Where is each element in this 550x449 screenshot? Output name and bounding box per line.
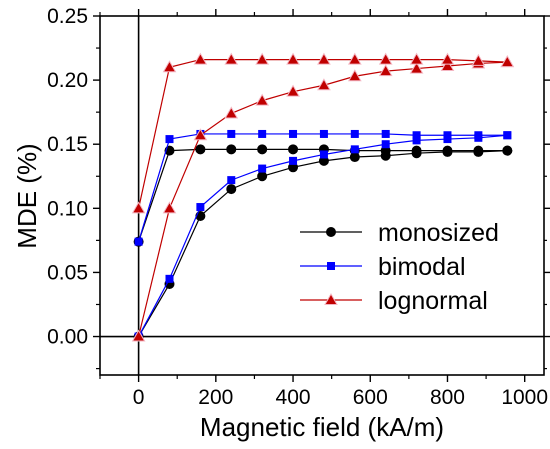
x-tick-label: 0: [133, 386, 145, 409]
data-point-monosized: [502, 145, 513, 156]
series-monosized: [133, 144, 513, 342]
data-point-lognormal: [131, 329, 146, 342]
data-point-monosized: [226, 184, 237, 195]
data-point-bimodal: [319, 150, 328, 159]
data-point-lognormal: [471, 53, 486, 66]
axis-ticks: [93, 9, 550, 382]
x-tick-label: 200: [198, 386, 233, 409]
data-point-monosized: [257, 171, 268, 182]
y-tick-label: 0.10: [47, 197, 88, 220]
y-tick-label: 0.25: [47, 5, 88, 28]
series-lognormal: [131, 52, 515, 342]
x-tick-label: 600: [353, 386, 388, 409]
data-point-lognormal: [378, 64, 393, 77]
data-point-lognormal: [409, 52, 424, 65]
data-point-lognormal: [378, 52, 393, 65]
x-tick-label: 1000: [501, 386, 548, 409]
data-point-lognormal: [347, 69, 362, 82]
legend-item-lognormal: lognormal: [300, 287, 488, 315]
legend-marker: [327, 262, 335, 270]
data-point-monosized: [195, 144, 206, 155]
data-point-lognormal: [224, 52, 239, 65]
data-point-lognormal: [131, 201, 146, 214]
data-point-bimodal: [350, 145, 359, 154]
data-point-monosized: [411, 145, 422, 156]
data-point-lognormal: [286, 84, 300, 97]
data-point-bimodal: [196, 203, 205, 212]
data-point-lognormal: [193, 128, 208, 141]
data-point-bimodal: [381, 129, 390, 138]
data-point-bimodal: [503, 131, 512, 140]
data-point-bimodal: [289, 156, 298, 165]
legend-label: bimodal: [378, 253, 466, 281]
data-point-bimodal: [412, 131, 421, 140]
x-tick-label: 400: [276, 386, 311, 409]
data-point-monosized: [257, 144, 268, 155]
data-point-monosized: [226, 144, 237, 155]
data-point-bimodal: [227, 176, 236, 185]
data-point-monosized: [288, 144, 299, 155]
data-point-bimodal: [443, 131, 452, 140]
data-point-bimodal: [227, 129, 236, 138]
x-axis-title: Magnetic field (kA/m): [200, 412, 444, 442]
data-point-lognormal: [224, 106, 239, 119]
data-point-lognormal: [440, 58, 455, 72]
data-point-bimodal: [289, 129, 298, 138]
legend-label: lognormal: [378, 287, 488, 315]
series-layer: [131, 52, 515, 342]
x-tick-label: 800: [430, 386, 465, 409]
data-point-lognormal: [286, 52, 300, 65]
data-point-lognormal: [347, 52, 362, 65]
data-point-lognormal: [255, 52, 270, 65]
y-tick-label: 0.05: [47, 261, 88, 284]
data-point-lognormal: [162, 60, 177, 73]
data-point-bimodal: [165, 135, 174, 144]
plot-frame: [99, 15, 545, 376]
data-point-bimodal: [319, 129, 328, 138]
data-point-lognormal: [500, 55, 515, 68]
y-tick-label: 0.20: [47, 69, 88, 92]
data-point-monosized: [473, 145, 484, 156]
legend-item-monosized: monosized: [300, 219, 499, 247]
data-point-lognormal: [193, 52, 208, 65]
reference-lines: [100, 16, 544, 375]
y-tick-label: 0.00: [47, 326, 88, 349]
data-point-lognormal: [317, 52, 331, 65]
data-point-monosized: [442, 145, 453, 156]
legend-marker: [326, 227, 336, 237]
data-point-lognormal: [162, 201, 177, 214]
tick-labels: 0 200 400 600 800 1000 0.00 0.05 0.10 0.15 0.20 0.2…: [47, 5, 548, 409]
legend-label: monosized: [378, 219, 499, 247]
data-point-bimodal: [412, 136, 421, 145]
data-point-bimodal: [350, 129, 359, 138]
data-point-bimodal: [474, 131, 483, 140]
y-tick-label: 0.15: [47, 133, 88, 156]
legend-item-bimodal: bimodal: [300, 253, 466, 281]
legend-marker: [324, 292, 338, 305]
data-point-bimodal: [258, 164, 267, 173]
legend: monosized bimodal lognormal: [300, 219, 499, 315]
y-axis-title: MDE (%): [12, 143, 42, 248]
data-point-lognormal: [255, 93, 270, 106]
data-point-lognormal: [317, 78, 331, 91]
data-point-bimodal: [381, 140, 390, 149]
data-point-lognormal: [409, 61, 424, 74]
data-point-bimodal: [165, 274, 174, 283]
data-point-bimodal: [134, 237, 143, 246]
data-point-lognormal: [440, 52, 455, 65]
data-point-bimodal: [258, 129, 267, 138]
